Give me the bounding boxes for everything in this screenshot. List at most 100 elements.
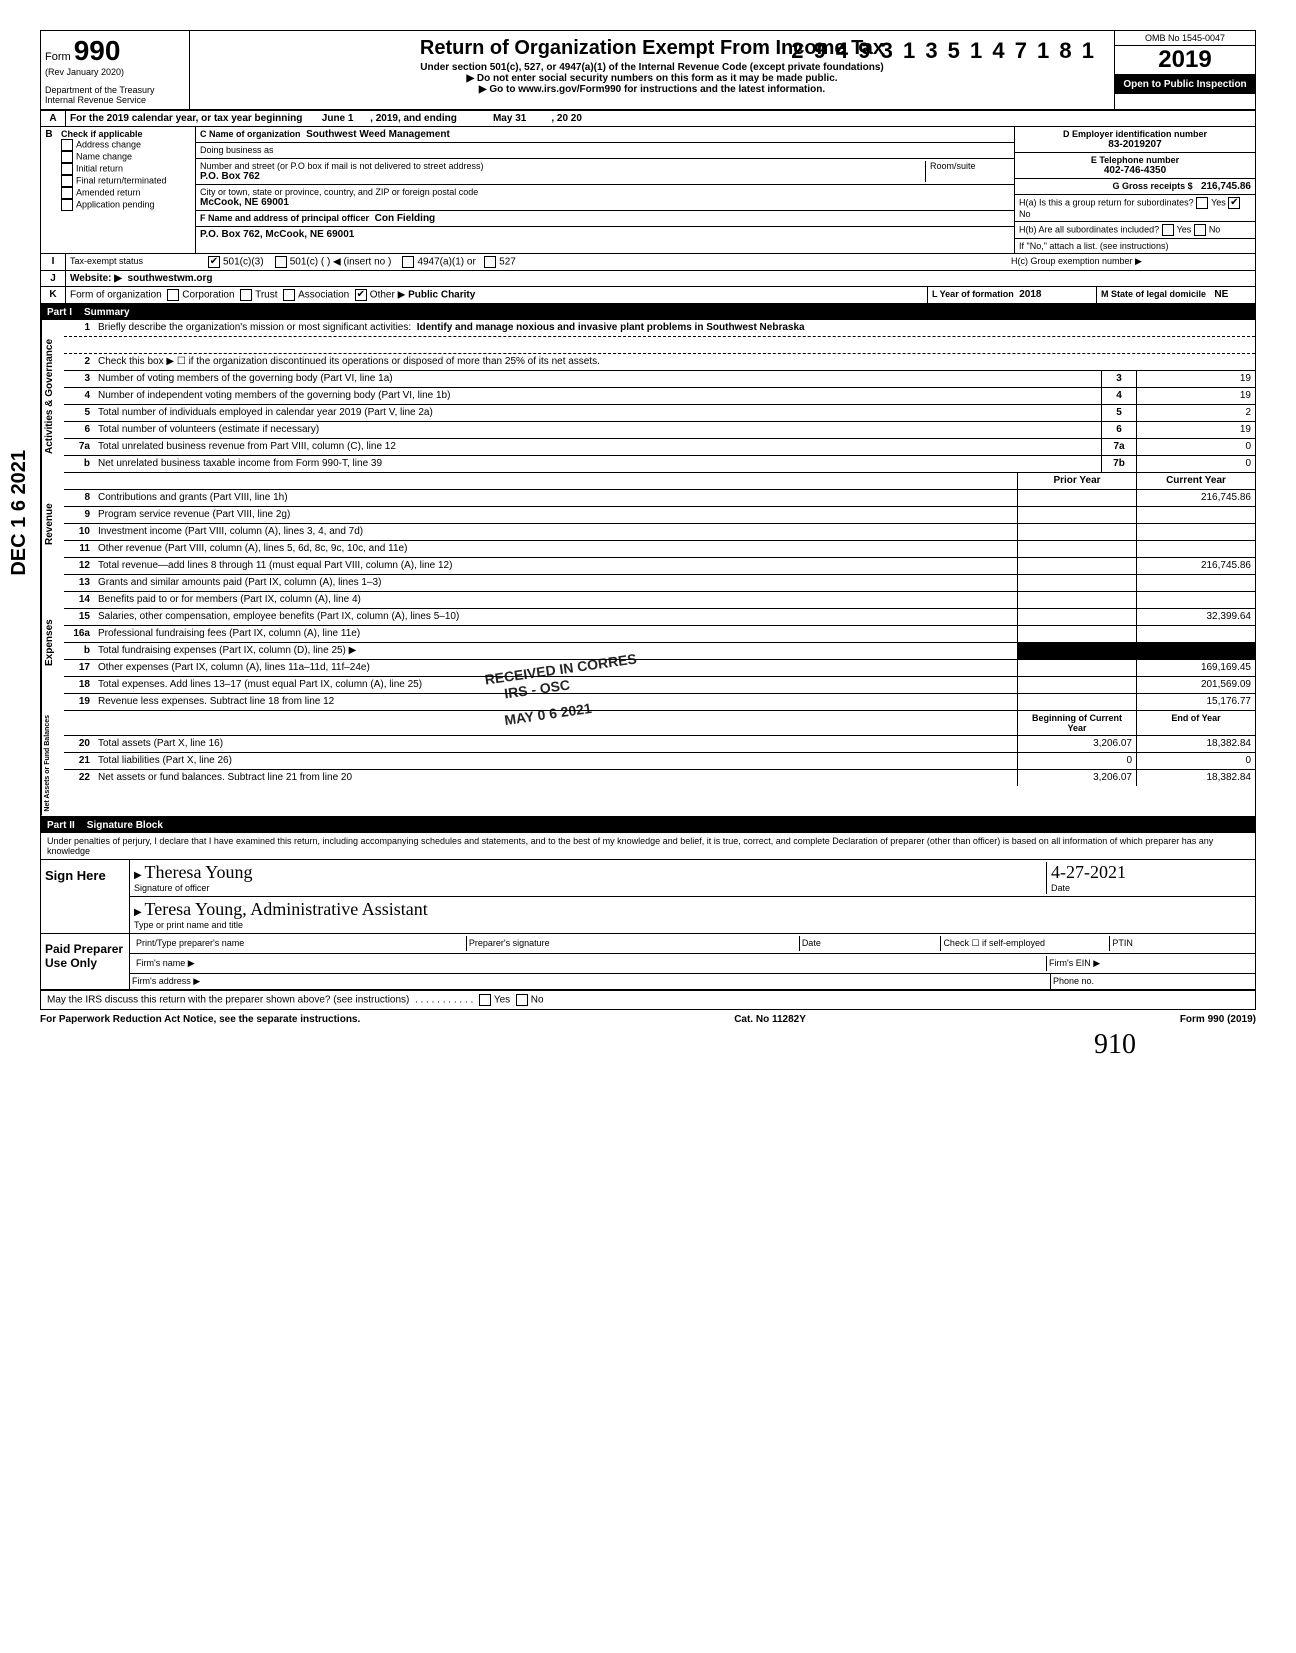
line7a-t: Total unrelated business revenue from Pa… bbox=[96, 439, 1101, 455]
cb-other[interactable]: ✔ bbox=[355, 289, 367, 301]
cb-discuss-yes[interactable] bbox=[479, 994, 491, 1006]
line8-c: 216,745.86 bbox=[1136, 490, 1255, 506]
line21-t: Total liabilities (Part X, line 26) bbox=[96, 753, 1017, 769]
sig-label: Signature of officer bbox=[134, 883, 209, 893]
side-gov: Activities & Governance bbox=[41, 320, 64, 473]
cb-pending[interactable] bbox=[61, 199, 73, 211]
cb-final[interactable] bbox=[61, 175, 73, 187]
cb-501c[interactable] bbox=[275, 256, 287, 268]
discuss-no: No bbox=[531, 994, 544, 1005]
a-tail: , 20 20 bbox=[551, 113, 582, 124]
discuss-yes: Yes bbox=[494, 994, 510, 1005]
ein: 83-2019207 bbox=[1019, 139, 1251, 150]
dept: Department of the Treasury bbox=[45, 85, 185, 95]
line5-v: 2 bbox=[1136, 405, 1255, 421]
line-j: J Website: ▶ southwestwm.org bbox=[40, 271, 1256, 287]
gross-receipts: 216,745.86 bbox=[1201, 181, 1251, 192]
line17-c: 169,169.45 bbox=[1136, 660, 1255, 676]
firm-phone: Phone no. bbox=[1050, 974, 1255, 989]
cb-name-change[interactable] bbox=[61, 151, 73, 163]
line20-t: Total assets (Part X, line 16) bbox=[96, 736, 1017, 752]
line22-p: 3,206.07 bbox=[1017, 770, 1136, 786]
line16b-t: Total fundraising expenses (Part IX, col… bbox=[96, 643, 1017, 659]
line22-t: Net assets or fund balances. Subtract li… bbox=[96, 770, 1017, 786]
opt-address: Address change bbox=[76, 139, 141, 149]
line-a: A For the 2019 calendar year, or tax yea… bbox=[40, 111, 1256, 127]
cb-4947[interactable] bbox=[402, 256, 414, 268]
firm-name: Firm's name ▶ bbox=[134, 956, 1046, 971]
cb-discuss-no[interactable] bbox=[516, 994, 528, 1006]
name-label: Type or print name and title bbox=[134, 920, 243, 930]
h-note: If "No," attach a list. (see instruction… bbox=[1015, 239, 1255, 253]
block-b-g: B Check if applicable Address change Nam… bbox=[40, 127, 1256, 254]
dln: 2 9 4 9 3 1 3 5 1 4 7 1 8 1 bbox=[791, 38, 1096, 64]
cb-address-change[interactable] bbox=[61, 139, 73, 151]
part2-label: Part II bbox=[47, 820, 87, 831]
line6-t: Total number of volunteers (estimate if … bbox=[96, 422, 1101, 438]
year-formation: 2018 bbox=[1019, 289, 1041, 300]
i-label: Tax-exempt status bbox=[66, 254, 204, 270]
officer-signature: Theresa Young bbox=[144, 862, 252, 882]
k-assoc: Association bbox=[298, 290, 349, 301]
l-label: L Year of formation bbox=[932, 289, 1014, 299]
preparer-sig-col: Preparer's signature bbox=[466, 936, 799, 951]
open-public: Open to Public Inspection bbox=[1115, 75, 1255, 94]
sign-here-label: Sign Here bbox=[41, 860, 130, 933]
mission: Identify and manage noxious and invasive… bbox=[417, 322, 805, 333]
paid-label: Paid Preparer Use Only bbox=[41, 934, 130, 989]
side-rev: Revenue bbox=[41, 473, 64, 575]
i-501c: 501(c) ( bbox=[290, 257, 324, 268]
opt-name: Name change bbox=[76, 151, 132, 161]
ha-no: No bbox=[1019, 209, 1031, 219]
line16a-t: Professional fundraising fees (Part IX, … bbox=[96, 626, 1017, 642]
cb-501c3[interactable]: ✔ bbox=[208, 256, 220, 268]
date-label: Date bbox=[1051, 883, 1070, 893]
omb: OMB No 1545-0047 bbox=[1115, 31, 1255, 46]
cb-527[interactable] bbox=[484, 256, 496, 268]
cb-ha-yes[interactable] bbox=[1196, 197, 1208, 209]
line1-t: Briefly describe the organization's miss… bbox=[98, 322, 411, 333]
website: southwestwm.org bbox=[128, 273, 213, 284]
sign-here-block: Sign Here ▶ Theresa YoungSignature of of… bbox=[40, 860, 1256, 1010]
prior-year-hdr: Prior Year bbox=[1017, 473, 1136, 489]
dba-label: Doing business as bbox=[200, 145, 274, 155]
part2-header: Part II Signature Block bbox=[40, 818, 1256, 833]
line5-t: Total number of individuals employed in … bbox=[96, 405, 1101, 421]
opt-pending: Application pending bbox=[76, 199, 155, 209]
cb-ha-no[interactable]: ✔ bbox=[1228, 197, 1240, 209]
line7a-v: 0 bbox=[1136, 439, 1255, 455]
addr: P.O. Box 762 bbox=[200, 171, 925, 182]
cb-initial[interactable] bbox=[61, 163, 73, 175]
cat-no: Cat. No 11282Y bbox=[734, 1014, 806, 1025]
line6-v: 19 bbox=[1136, 422, 1255, 438]
line13-t: Grants and similar amounts paid (Part IX… bbox=[96, 575, 1017, 591]
ptin: PTIN bbox=[1109, 936, 1251, 951]
cb-amended[interactable] bbox=[61, 187, 73, 199]
hb: H(b) Are all subordinates included? bbox=[1019, 224, 1159, 234]
line3-v: 19 bbox=[1136, 371, 1255, 387]
line14-t: Benefits paid to or for members (Part IX… bbox=[96, 592, 1017, 608]
cb-trust[interactable] bbox=[240, 289, 252, 301]
cb-corp[interactable] bbox=[167, 289, 179, 301]
cb-hb-yes[interactable] bbox=[1162, 224, 1174, 236]
c-name-label: C Name of organization bbox=[200, 129, 301, 139]
penalty: Under penalties of perjury, I declare th… bbox=[40, 833, 1256, 860]
firm-addr: Firm's address ▶ bbox=[130, 974, 1050, 989]
k-trust: Trust bbox=[255, 290, 277, 301]
line4-v: 19 bbox=[1136, 388, 1255, 404]
a-text: For the 2019 calendar year, or tax year … bbox=[70, 113, 302, 124]
side-exp: Expenses bbox=[41, 575, 64, 711]
ha-yes: Yes bbox=[1211, 197, 1226, 207]
line19-c: 15,176.77 bbox=[1136, 694, 1255, 710]
preparer-date-col: Date bbox=[799, 936, 941, 951]
form-ref: Form 990 (2019) bbox=[1180, 1014, 1256, 1025]
cb-hb-no[interactable] bbox=[1194, 224, 1206, 236]
form-label: Form bbox=[45, 51, 71, 63]
k-other-val: Public Charity bbox=[408, 290, 475, 301]
irs-discuss-row: May the IRS discuss this return with the… bbox=[41, 990, 1255, 1009]
hc: H(c) Group exemption number ▶ bbox=[1007, 254, 1255, 270]
irs: Internal Revenue Service bbox=[45, 95, 185, 105]
cb-assoc[interactable] bbox=[283, 289, 295, 301]
line9-t: Program service revenue (Part VIII, line… bbox=[96, 507, 1017, 523]
city-label: City or town, state or province, country… bbox=[200, 187, 1010, 197]
